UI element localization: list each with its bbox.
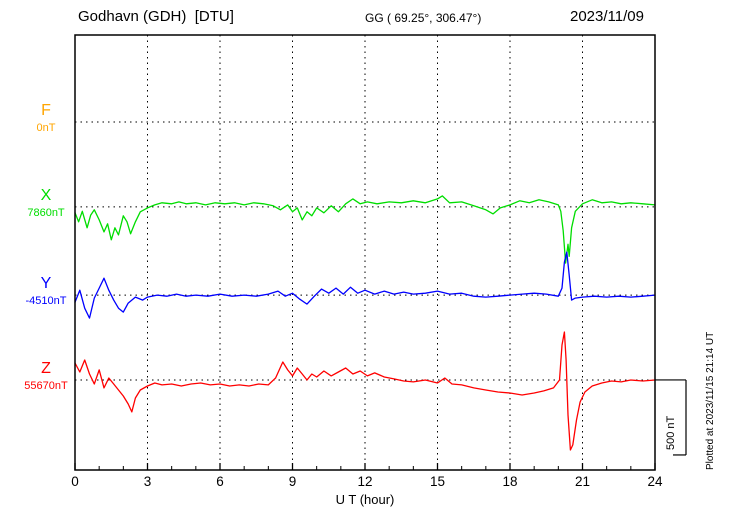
series-label-z: Z 55670nT [20,359,72,392]
trace-z [74,331,656,451]
x-tick-label: 9 [288,474,297,489]
plot-border [74,34,656,471]
station-title: Godhavn (GDH) [DTU] [78,8,234,25]
x-tick-label: 3 [143,474,152,489]
plot-date: 2023/11/09 [570,8,644,25]
x-tick-label: 24 [647,474,663,489]
x-axis-label: U T (hour) [335,492,395,507]
series-label-y: Y -4510nT [20,276,72,307]
series-baseline-f: 0nT [36,122,56,134]
x-tick-label: 18 [502,474,518,489]
x-tick-label: 12 [357,474,373,489]
series-baseline-z: 55670nT [24,379,68,392]
trace-y [74,251,656,319]
x-tick-label: 15 [429,474,446,489]
series-label-f: F 0nT [20,103,72,134]
geographic-coords: GG ( 69.25°, 306.47°) [365,11,482,25]
series-name-x: X [40,186,52,204]
trace-x [74,195,656,264]
series-name-z: Z [41,359,51,377]
series-name-f: F [41,102,51,119]
series-name-y: Y [40,275,52,293]
x-tick-label: 21 [574,474,591,489]
series-baseline-y: -4510nT [25,295,67,308]
x-tick-label: 6 [216,474,224,489]
plotted-at-note: Plotted at 2023/11/15 21:14 UT [705,331,716,470]
x-tick-label: 0 [71,474,79,489]
series-label-x: X 7860nT [20,186,72,219]
series-baseline-x: 7860nT [27,206,65,219]
scale-bar-label: 500 nT [665,415,677,450]
